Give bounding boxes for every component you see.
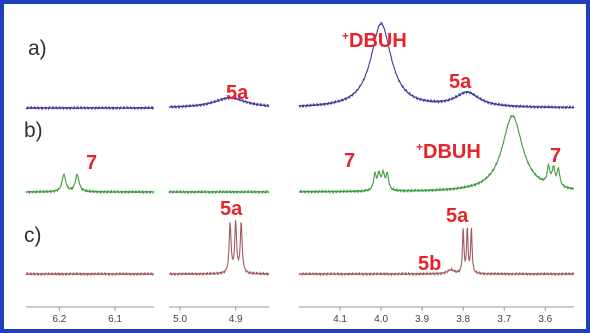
peak-label-2-2: 7 xyxy=(344,150,355,172)
x-tick-label-9: 3.7 xyxy=(497,314,511,325)
panel-label-1: a) xyxy=(28,37,47,60)
spectrum-trace-2-segment-2 xyxy=(168,189,270,195)
spectrum-trace-1-segment-2 xyxy=(168,95,270,110)
panel-label-3: c) xyxy=(24,224,42,247)
peak-label-3-3: 5a xyxy=(446,205,469,227)
x-tick-label-1: 6.2 xyxy=(52,314,66,325)
panel-label-2: b) xyxy=(24,119,43,142)
nmr-spectra-plot: 6.2 6.1 5.0 4.9 4.1 4.0 3.9 3.8 3.7 3.6 a) 5a +DBUH… xyxy=(24,21,575,325)
spectrum-trace-1-segment-3 xyxy=(298,21,575,110)
x-tick-label-7: 3.9 xyxy=(415,314,429,325)
x-tick-label-3: 5.0 xyxy=(173,314,187,325)
peak-label-3-1: 5a xyxy=(220,198,243,220)
spectrum-trace-3-segment-1 xyxy=(25,271,155,277)
peak-label-2-1: 7 xyxy=(86,152,97,174)
peak-label-1-2: +DBUH xyxy=(342,29,407,52)
x-tick-label-8: 3.8 xyxy=(456,314,470,325)
peak-label-3-2: 5b xyxy=(418,253,441,275)
spectrum-trace-2-segment-1 xyxy=(25,172,155,195)
peak-label-1-3: 5a xyxy=(449,71,472,93)
x-tick-label-5: 4.1 xyxy=(333,314,347,325)
peak-label-2-3: +DBUH xyxy=(416,140,481,163)
x-tick-label-4: 4.9 xyxy=(229,314,243,325)
spectrum-trace-3-segment-3 xyxy=(298,227,575,277)
peak-label-2-4: 7 xyxy=(550,145,561,167)
spectrum-trace-2-segment-3 xyxy=(298,114,575,195)
x-tick-label-6: 4.0 xyxy=(374,314,388,325)
x-tick-label-2: 6.1 xyxy=(108,314,122,325)
x-tick-label-10: 3.6 xyxy=(538,314,552,325)
peak-label-1-1: 5a xyxy=(226,82,249,104)
spectrum-trace-3-segment-2 xyxy=(168,220,270,277)
spectrum-trace-1-segment-1 xyxy=(25,105,155,111)
